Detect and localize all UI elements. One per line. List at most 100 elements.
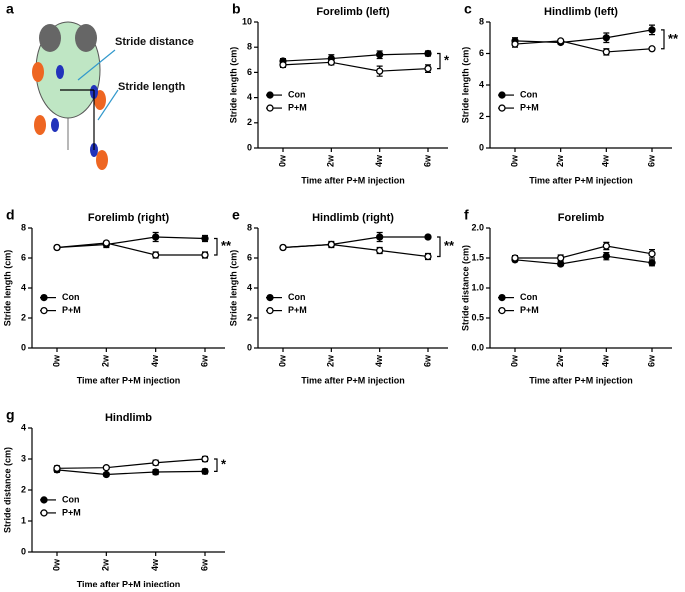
point	[376, 246, 384, 255]
y-tick-label: 8	[247, 42, 252, 52]
y-tick-label: 4	[21, 282, 26, 292]
pointer	[77, 49, 119, 121]
point	[152, 251, 160, 259]
y-tick-label: 6	[479, 48, 484, 58]
x-axis-label: Time after P+M injection	[529, 375, 633, 385]
point	[424, 233, 432, 241]
x-tick-label: 2w	[101, 558, 111, 571]
legend-marker	[40, 293, 48, 302]
legend-label: Con	[62, 292, 80, 302]
legend-marker	[498, 91, 506, 99]
x-axis-label: Time after P+M injection	[301, 375, 405, 385]
point	[53, 243, 61, 252]
x-tick-label: 6w	[646, 354, 656, 367]
legend-marker	[266, 104, 274, 112]
chart-title: Hindlimb (right)	[312, 212, 394, 224]
point	[102, 239, 110, 247]
x-tick-label: 6w	[422, 354, 432, 367]
series-line	[514, 255, 653, 265]
point	[557, 260, 565, 268]
point	[201, 251, 209, 259]
measure-line	[60, 89, 95, 150]
significance-bracket	[437, 52, 441, 70]
legend-marker	[40, 306, 48, 315]
point	[424, 252, 432, 261]
y-tick-label: 6	[247, 67, 252, 77]
y-tick-label: 2	[21, 312, 26, 322]
panel-letter: e	[232, 207, 240, 223]
y-tick-label: 4	[479, 79, 484, 89]
legend-marker	[40, 509, 48, 517]
legend-marker	[40, 496, 48, 504]
legend-label: P+M	[288, 305, 307, 315]
y-tick-label: 0.0	[471, 342, 484, 352]
point	[424, 49, 432, 58]
series-line	[56, 458, 206, 469]
series-line	[282, 243, 429, 258]
panel-letter: f	[464, 207, 469, 223]
y-tick-label: 1.5	[471, 252, 484, 262]
chart-title: Hindlimb (left)	[544, 6, 618, 18]
point	[557, 37, 565, 45]
legend-label: P+M	[288, 102, 307, 112]
legend-label: Con	[288, 292, 306, 302]
x-tick-label: 4w	[374, 354, 384, 367]
legend-marker	[498, 104, 506, 112]
significance-label: *	[444, 52, 450, 67]
x-tick-label: 6w	[646, 154, 656, 167]
point	[201, 234, 209, 243]
foot	[32, 62, 44, 82]
legend-label: P+M	[62, 305, 81, 315]
x-tick-label: 6w	[422, 154, 432, 167]
x-tick-label: 2w	[326, 154, 336, 167]
x-tick-label: 4w	[601, 354, 611, 367]
chart-title: Forelimb (right)	[88, 212, 170, 224]
significance-bracket	[437, 236, 441, 258]
y-tick-label: 2	[247, 312, 252, 322]
x-axis-label: Time after P+M injection	[529, 175, 633, 185]
point	[648, 250, 656, 258]
point	[327, 240, 335, 249]
y-tick-label: 6	[247, 252, 252, 262]
y-tick-label: 0	[21, 546, 26, 556]
y-tick-label: 8	[247, 222, 252, 232]
point	[102, 470, 110, 479]
significance-label: **	[221, 238, 232, 253]
y-tick-label: 2.0	[471, 222, 484, 232]
series-line	[514, 29, 653, 44]
x-tick-label: 0w	[277, 154, 287, 167]
chart-title: Hindlimb	[105, 412, 152, 424]
point	[602, 48, 610, 56]
point	[201, 455, 209, 463]
diagram: a Stride distance Stride length	[6, 1, 194, 170]
y-tick-label: 0	[21, 342, 26, 352]
point	[602, 252, 610, 260]
series-line	[514, 40, 653, 53]
x-tick-label: 2w	[555, 154, 565, 167]
y-tick-label: 8	[479, 16, 484, 26]
x-tick-label: 4w	[150, 354, 160, 367]
panel-letter: g	[6, 407, 15, 423]
x-tick-label: 2w	[555, 354, 565, 367]
chart-title: Forelimb	[558, 212, 605, 224]
point	[152, 468, 160, 476]
x-tick-label: 4w	[374, 154, 384, 167]
series-line	[56, 469, 206, 476]
significance-bracket	[214, 458, 218, 472]
point	[424, 64, 432, 73]
legend-label: P+M	[520, 305, 539, 315]
point	[152, 459, 160, 467]
legend-label: P+M	[62, 507, 81, 517]
y-tick-label: 6	[21, 252, 26, 262]
x-tick-label: 2w	[326, 354, 336, 367]
series-line	[282, 52, 429, 62]
foot	[56, 65, 64, 79]
y-axis-label: Stride length (cm)	[460, 47, 470, 124]
ear	[39, 24, 61, 52]
foot	[51, 118, 59, 132]
point	[376, 67, 384, 75]
x-tick-label: 6w	[199, 558, 209, 571]
panel-letter: c	[464, 1, 472, 17]
point	[511, 254, 519, 262]
